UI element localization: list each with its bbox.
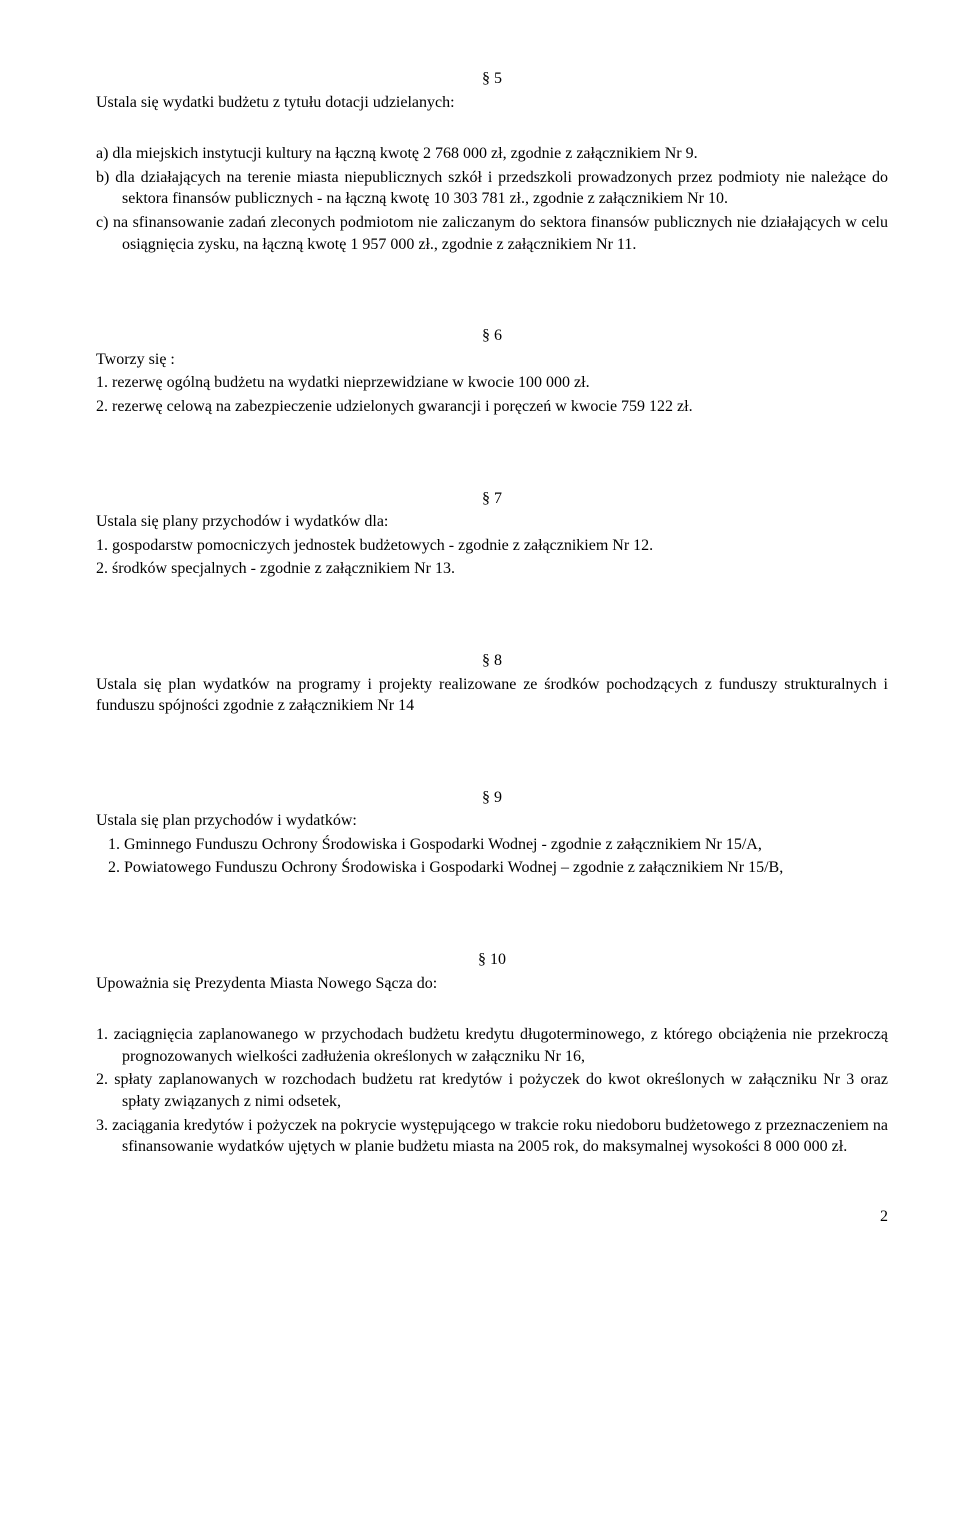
section-8-number: § 8: [96, 650, 888, 672]
section-9-intro: Ustala się plan przychodów i wydatków:: [96, 810, 888, 832]
section-8-text: Ustala się plan wydatków na programy i p…: [96, 674, 888, 717]
section-10-intro: Upoważnia się Prezydenta Miasta Nowego S…: [96, 973, 888, 995]
section-6-item-2: 2. rezerwę celową na zabezpieczenie udzi…: [96, 396, 888, 418]
section-7-item-1: 1. gospodarstw pomocniczych jednostek bu…: [96, 535, 888, 557]
page-number: 2: [96, 1206, 888, 1228]
section-6-number: § 6: [96, 325, 888, 347]
section-6-list: 1. rezerwę ogólną budżetu na wydatki nie…: [96, 372, 888, 417]
section-5-list: a) dla miejskich instytucji kultury na ł…: [96, 143, 888, 255]
section-6-intro: Tworzy się :: [96, 349, 888, 371]
section-5-item-b: b) dla działających na terenie miasta ni…: [96, 167, 888, 210]
section-9-number: § 9: [96, 787, 888, 809]
section-7-list: 1. gospodarstw pomocniczych jednostek bu…: [96, 535, 888, 580]
section-7-item-2: 2. środków specjalnych - zgodnie z załąc…: [96, 558, 888, 580]
section-10-list: 1. zaciągnięcia zaplanowanego w przychod…: [96, 1024, 888, 1158]
section-9-item-2: 2. Powiatowego Funduszu Ochrony Środowis…: [96, 857, 888, 879]
section-5-item-a: a) dla miejskich instytucji kultury na ł…: [96, 143, 888, 165]
section-10-item-1: 1. zaciągnięcia zaplanowanego w przychod…: [96, 1024, 888, 1067]
section-5-item-c: c) na sfinansowanie zadań zleconych podm…: [96, 212, 888, 255]
section-9-list: 1. Gminnego Funduszu Ochrony Środowiska …: [96, 834, 888, 879]
section-5-number: § 5: [96, 68, 888, 90]
section-10-item-2: 2. spłaty zaplanowanych w rozchodach bud…: [96, 1069, 888, 1112]
section-7-intro: Ustala się plany przychodów i wydatków d…: [96, 511, 888, 533]
section-10-item-3: 3. zaciągania kredytów i pożyczek na pok…: [96, 1115, 888, 1158]
section-10-number: § 10: [96, 949, 888, 971]
section-7-number: § 7: [96, 488, 888, 510]
section-5-intro: Ustala się wydatki budżetu z tytułu dota…: [96, 92, 888, 114]
section-9-item-1: 1. Gminnego Funduszu Ochrony Środowiska …: [96, 834, 888, 856]
section-6-item-1: 1. rezerwę ogólną budżetu na wydatki nie…: [96, 372, 888, 394]
